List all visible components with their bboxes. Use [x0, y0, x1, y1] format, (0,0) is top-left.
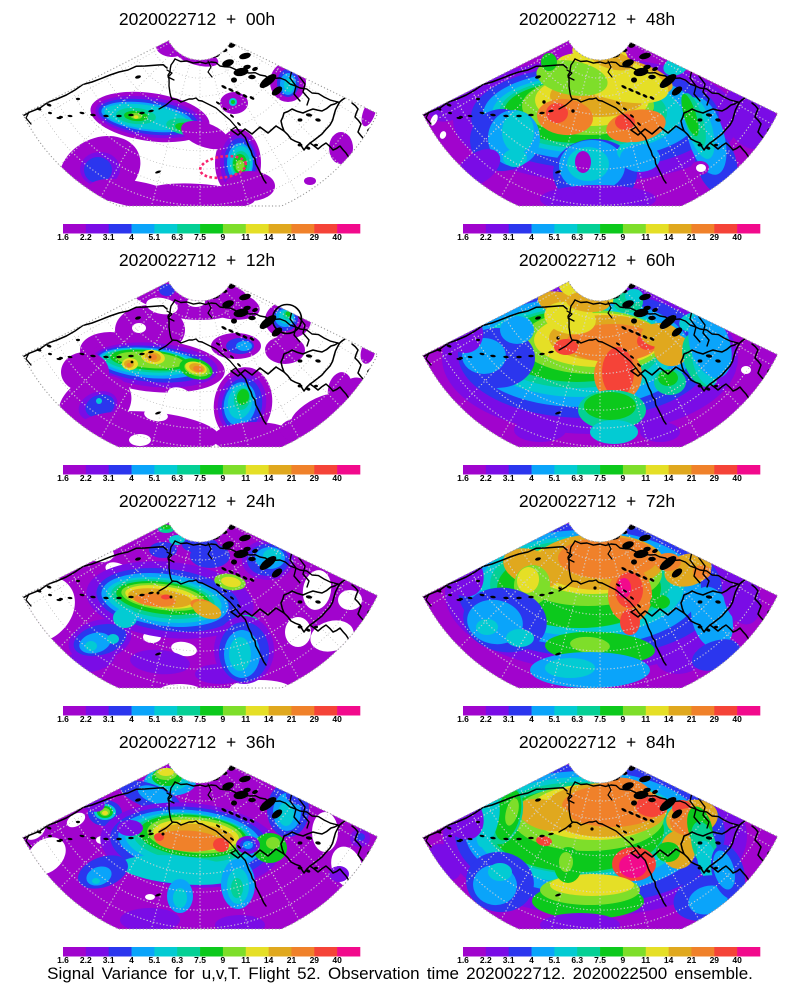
svg-text:2020022712 + 12h: 2020022712 + 12h — [119, 250, 275, 270]
svg-text:2020022712 + 00h: 2020022712 + 00h — [119, 9, 275, 29]
svg-text:Signal Variance for u,v,T. Fli: Signal Variance for u,v,T. Flight 52. Ob… — [47, 964, 753, 983]
svg-text:2020022712 + 84h: 2020022712 + 84h — [519, 732, 675, 752]
svg-text:2020022712 + 36h: 2020022712 + 36h — [119, 732, 275, 752]
svg-text:2020022712 + 24h: 2020022712 + 24h — [119, 491, 275, 511]
svg-text:2020022712 + 48h: 2020022712 + 48h — [519, 9, 675, 29]
svg-text:2020022712 + 60h: 2020022712 + 60h — [519, 250, 675, 270]
svg-text:2020022712 + 72h: 2020022712 + 72h — [519, 491, 675, 511]
